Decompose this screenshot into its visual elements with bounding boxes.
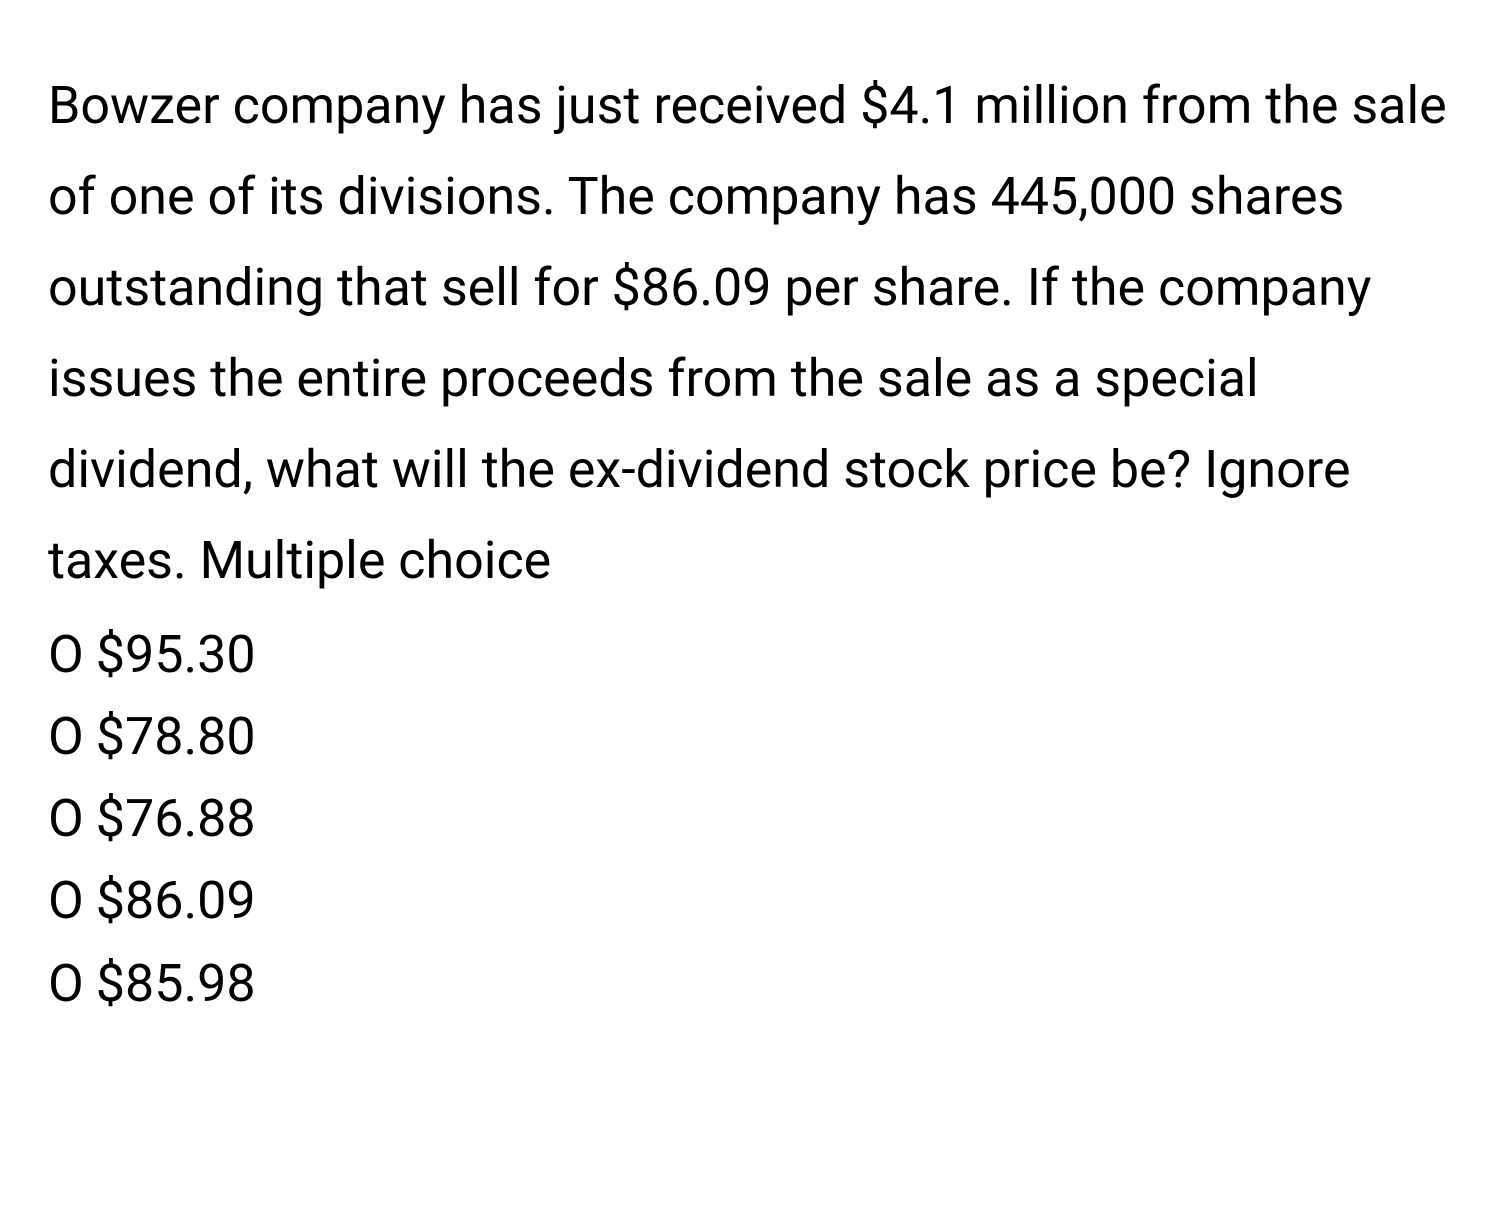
option-item[interactable]: O $85.98 [48, 943, 1452, 1025]
radio-indicator-icon: O [48, 696, 84, 778]
options-list: O $95.30 O $78.80 O $76.88 O $86.09 O $8… [48, 614, 1452, 1025]
option-item[interactable]: O $86.09 [48, 860, 1452, 942]
option-label: $76.88 [96, 778, 256, 860]
option-item[interactable]: O $78.80 [48, 696, 1452, 778]
option-label: $95.30 [96, 614, 256, 696]
radio-indicator-icon: O [48, 614, 84, 696]
question-text: Bowzer company has just received $4.1 mi… [48, 60, 1452, 606]
option-label: $78.80 [96, 696, 256, 778]
option-label: $85.98 [96, 943, 256, 1025]
radio-indicator-icon: O [48, 778, 84, 860]
option-label: $86.09 [96, 860, 256, 942]
option-item[interactable]: O $95.30 [48, 614, 1452, 696]
radio-indicator-icon: O [48, 943, 84, 1025]
radio-indicator-icon: O [48, 860, 84, 942]
option-item[interactable]: O $76.88 [48, 778, 1452, 860]
